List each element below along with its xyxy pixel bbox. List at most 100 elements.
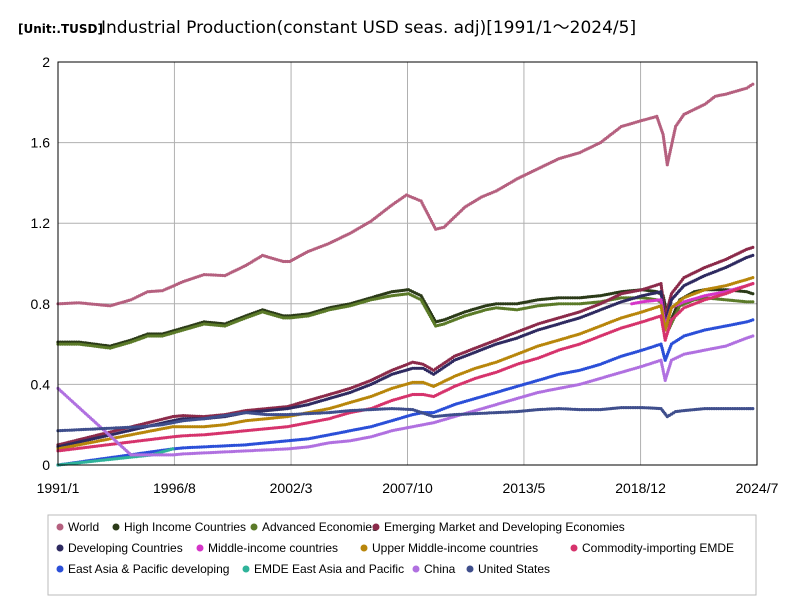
data-point bbox=[385, 407, 389, 411]
data-point bbox=[200, 425, 204, 429]
data-point bbox=[188, 452, 192, 456]
data-point bbox=[466, 412, 470, 416]
data-point bbox=[140, 453, 144, 457]
data-point bbox=[292, 412, 297, 416]
data-point bbox=[228, 444, 232, 448]
x-tick-label: 2013/5 bbox=[503, 480, 546, 496]
data-point bbox=[230, 450, 234, 454]
data-point bbox=[471, 412, 475, 416]
data-point bbox=[160, 453, 164, 457]
data-point bbox=[710, 407, 714, 411]
legend-box bbox=[47, 514, 757, 596]
data-point bbox=[221, 444, 225, 448]
data-point bbox=[204, 451, 208, 455]
data-point bbox=[506, 410, 510, 414]
data-point bbox=[223, 450, 227, 454]
data-point bbox=[129, 453, 133, 457]
data-point bbox=[158, 453, 162, 457]
data-point bbox=[128, 425, 132, 429]
data-point bbox=[508, 302, 512, 306]
data-point bbox=[592, 408, 596, 412]
data-point bbox=[557, 302, 561, 306]
data-point bbox=[193, 451, 197, 455]
data-point bbox=[204, 273, 208, 277]
data-point bbox=[265, 448, 269, 452]
data-point bbox=[107, 426, 111, 430]
data-point bbox=[550, 407, 554, 411]
data-point bbox=[751, 282, 755, 286]
data-point bbox=[629, 406, 633, 410]
data-point bbox=[406, 407, 410, 411]
data-point bbox=[116, 426, 120, 430]
x-tick-label: 2018/12 bbox=[615, 480, 666, 496]
data-point bbox=[181, 452, 185, 456]
data-point bbox=[88, 427, 93, 431]
data-point bbox=[281, 413, 285, 417]
y-tick-label: 2 bbox=[42, 54, 50, 70]
data-point bbox=[751, 245, 755, 249]
data-point bbox=[473, 412, 477, 416]
data-point bbox=[186, 452, 190, 456]
data-point bbox=[223, 444, 227, 448]
data-point bbox=[65, 428, 69, 432]
data-point bbox=[622, 296, 626, 300]
data-point bbox=[297, 412, 301, 416]
data-point bbox=[162, 453, 166, 457]
series-line bbox=[57, 319, 753, 466]
data-point bbox=[564, 407, 568, 411]
data-point bbox=[221, 273, 225, 278]
data-point bbox=[72, 301, 76, 305]
data-point bbox=[503, 302, 508, 306]
data-point bbox=[276, 447, 280, 451]
data-point bbox=[183, 446, 188, 450]
data-point bbox=[72, 428, 76, 432]
data-point bbox=[197, 414, 201, 418]
data-point bbox=[142, 453, 146, 457]
data-point bbox=[494, 411, 498, 415]
data-point bbox=[106, 304, 110, 308]
data-point bbox=[92, 302, 97, 306]
data-point bbox=[566, 296, 570, 300]
data-point bbox=[136, 453, 140, 457]
data-point bbox=[397, 407, 401, 411]
data-point bbox=[408, 407, 412, 412]
data-point bbox=[262, 448, 266, 452]
data-point bbox=[260, 448, 264, 452]
data-point bbox=[501, 302, 505, 306]
data-point bbox=[559, 302, 563, 306]
data-point bbox=[320, 411, 324, 415]
data-point bbox=[188, 425, 192, 429]
data-point bbox=[91, 427, 95, 431]
data-point bbox=[712, 407, 716, 411]
data-point bbox=[536, 408, 540, 412]
legend-label: Advanced Economies bbox=[262, 520, 378, 534]
legend-marker bbox=[112, 523, 120, 531]
data-point bbox=[513, 302, 517, 306]
legend-item: Developing Countries bbox=[56, 541, 183, 555]
data-point bbox=[455, 412, 459, 417]
data-point bbox=[566, 302, 570, 306]
data-point bbox=[207, 273, 211, 277]
x-tick-label: 2002/3 bbox=[270, 480, 313, 496]
data-point bbox=[121, 426, 125, 430]
data-point bbox=[232, 443, 236, 447]
data-point bbox=[323, 411, 327, 415]
data-point bbox=[543, 407, 547, 411]
data-point bbox=[480, 411, 484, 415]
data-point bbox=[188, 433, 192, 437]
data-point bbox=[568, 296, 573, 300]
data-point bbox=[132, 425, 137, 429]
x-tick-label: 1996/8 bbox=[153, 480, 196, 496]
data-point bbox=[573, 407, 577, 411]
data-point bbox=[188, 445, 192, 450]
data-point bbox=[751, 82, 755, 86]
data-point bbox=[272, 413, 276, 417]
data-point bbox=[573, 296, 577, 300]
data-point bbox=[387, 407, 392, 411]
data-point bbox=[58, 302, 62, 306]
y-tick-label: 0 bbox=[42, 457, 50, 473]
data-point bbox=[230, 443, 234, 448]
legend-label: EMDE East Asia and Pacific bbox=[254, 562, 404, 576]
data-point bbox=[183, 414, 188, 418]
data-point bbox=[281, 447, 285, 451]
